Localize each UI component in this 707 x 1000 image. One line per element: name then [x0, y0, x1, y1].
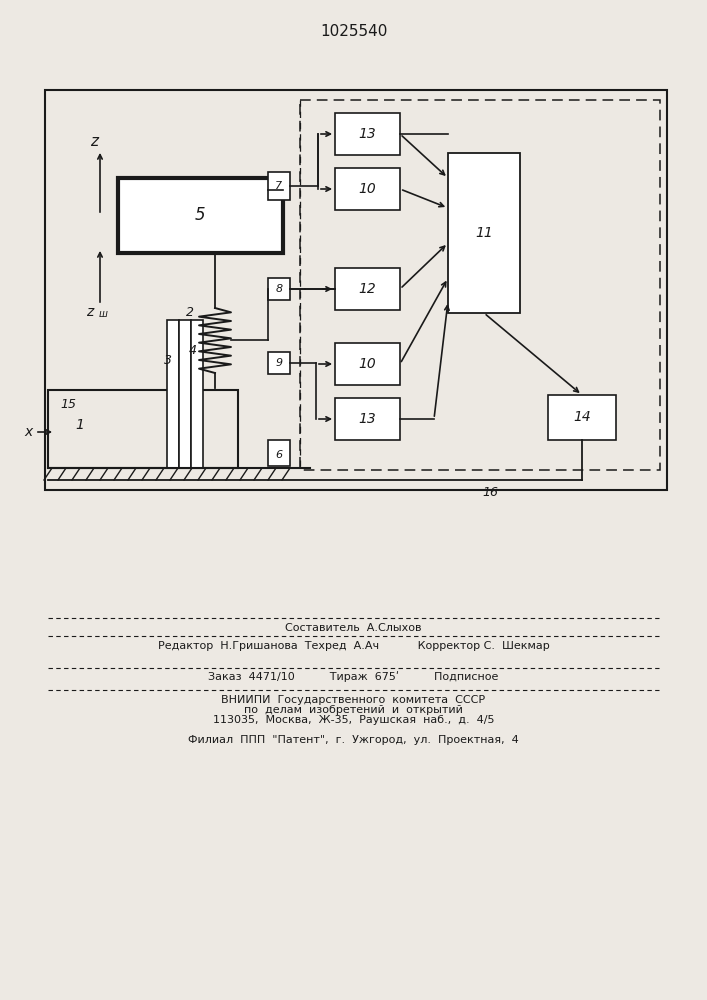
Text: Заказ  4471/10          Тираж  675ʹ          Подписное: Заказ 4471/10 Тираж 675ʹ Подписное — [209, 672, 498, 682]
Text: ВНИИПИ  Государственного  комитета  СССР: ВНИИПИ Государственного комитета СССР — [221, 695, 486, 705]
Text: x: x — [24, 425, 32, 439]
Text: 13: 13 — [358, 412, 376, 426]
Text: 5: 5 — [194, 206, 205, 224]
Text: 4: 4 — [189, 344, 197, 357]
Bar — [335, 168, 400, 210]
Text: 1: 1 — [76, 418, 84, 432]
Text: 1025540: 1025540 — [320, 24, 387, 39]
Bar — [268, 172, 290, 200]
Text: 13: 13 — [358, 127, 376, 141]
Text: z: z — [86, 305, 93, 319]
Bar — [335, 268, 400, 310]
Text: 7: 7 — [276, 181, 283, 191]
Text: Филиал  ППП  "Патент",  г.  Ужгород,  ул.  Проектная,  4: Филиал ППП "Патент", г. Ужгород, ул. Про… — [188, 735, 519, 745]
Text: 12: 12 — [358, 282, 376, 296]
Text: 9: 9 — [276, 358, 283, 368]
Text: 6: 6 — [276, 450, 283, 460]
Bar — [268, 352, 290, 374]
Bar — [268, 440, 290, 466]
Bar — [448, 153, 520, 313]
Text: 8: 8 — [276, 284, 283, 294]
Text: по  делам  изобретений  и  открытий: по делам изобретений и открытий — [244, 705, 463, 715]
Bar — [191, 320, 203, 468]
Text: Редактор  Н.Гришанова  Техред  А.Ач           Корректор С.  Шекмар: Редактор Н.Гришанова Техред А.Ач Коррект… — [158, 641, 549, 651]
Text: 10: 10 — [358, 357, 376, 371]
Bar — [179, 320, 191, 468]
Text: ш: ш — [98, 309, 107, 319]
Text: 2: 2 — [186, 306, 194, 318]
Bar — [268, 278, 290, 300]
Bar — [48, 390, 238, 468]
Text: 10: 10 — [358, 182, 376, 196]
Text: 113035,  Москва,  Ж-35,  Раушская  наб.,  д.  4/5: 113035, Москва, Ж-35, Раушская наб., д. … — [213, 715, 494, 725]
Bar — [335, 398, 400, 440]
Bar — [335, 113, 400, 155]
Text: 16: 16 — [482, 486, 498, 498]
Text: z: z — [90, 134, 98, 149]
Text: 14: 14 — [573, 410, 591, 424]
Bar — [300, 100, 660, 470]
Bar — [45, 90, 667, 490]
Bar — [335, 343, 400, 385]
Text: Составитель  А.Слыхов: Составитель А.Слыхов — [285, 623, 422, 633]
Bar — [548, 395, 616, 440]
Bar — [167, 320, 179, 468]
Bar — [118, 178, 283, 253]
Text: 15: 15 — [60, 398, 76, 412]
Text: 3: 3 — [164, 354, 172, 366]
Text: 11: 11 — [475, 226, 493, 240]
